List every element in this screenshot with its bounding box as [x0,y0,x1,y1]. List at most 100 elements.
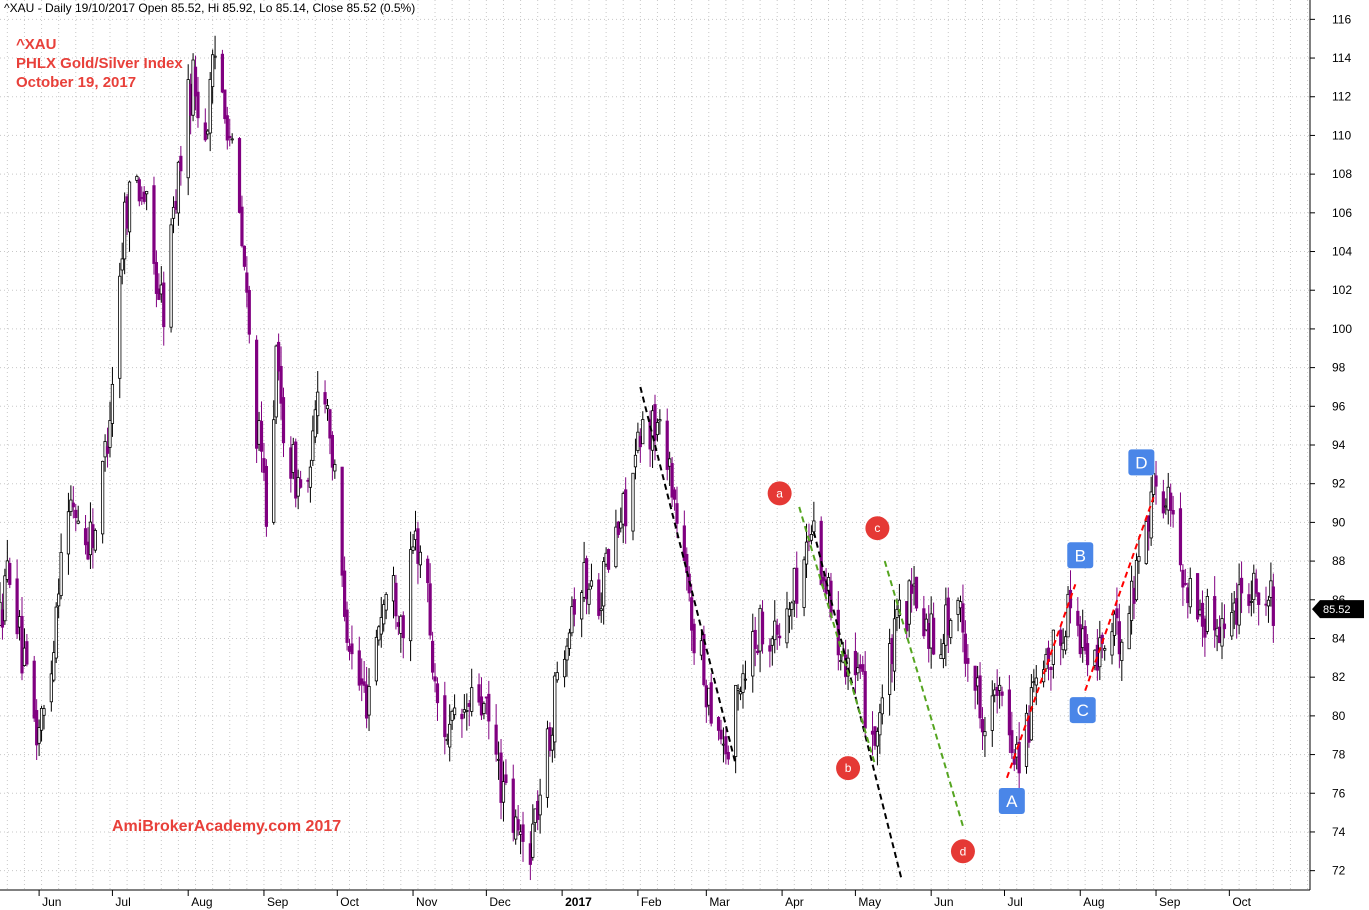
candle-body [572,599,576,615]
candle-body [1083,626,1087,651]
candle-body [616,521,620,535]
candle-body [411,546,415,551]
candle-body [54,606,58,659]
candle-body [1215,627,1219,637]
candle-body [1085,643,1090,666]
candle-body [120,258,124,271]
candle-body [1068,589,1073,609]
candle-body [399,615,403,634]
marker-C [1069,697,1096,724]
candle-body [1117,621,1121,655]
candle-body [330,434,334,468]
watermark: AmiBrokerAcademy.com 2017 [112,818,342,835]
candle-body [976,677,980,687]
candle-body [892,618,897,672]
candle-body [545,728,550,798]
candle-body [1112,613,1117,636]
candle-body [958,601,963,609]
candle-body [313,409,317,438]
candle-body [589,580,594,587]
candle-body [277,341,281,372]
candle-body [675,503,679,524]
marker-label: A [1006,792,1018,811]
candle-body [140,197,144,199]
y-tick-label: 80 [1332,709,1346,723]
candle-body [751,631,755,677]
candle-body [367,686,371,716]
candle-body [550,734,554,751]
candle-body [125,196,129,229]
marker-label: b [845,761,852,775]
candle-body [247,289,251,335]
candle-body [127,181,132,233]
candle-body [15,578,19,635]
candle-body [1166,486,1170,511]
candle-body [856,667,860,674]
candle-body [995,686,999,696]
candle-body [193,66,198,97]
y-tick-label: 94 [1332,438,1346,452]
x-tick-label: Jun [42,895,61,909]
candle-body [211,54,215,88]
marker-label: C [1077,701,1089,720]
candle-body [1129,580,1134,621]
marker-b [836,756,861,781]
x-tick-label: Jul [1007,895,1022,909]
candle-body [225,115,229,141]
candle-body [584,558,589,600]
x-tick-label: Apr [785,895,804,909]
candle-body [993,689,997,696]
candle-body [135,176,139,181]
time-axis: Jun Jul Aug Sep Oct Nov Dec 2017 Feb Mar Apr May Jun… [0,889,1310,909]
candle-body [1232,602,1236,612]
candle-body [633,454,638,468]
candle-body [602,561,606,607]
candle-body [521,824,525,842]
candle-body [516,819,520,831]
candle-body [391,575,396,602]
candle-body [213,55,217,58]
candle-body [890,637,894,665]
last-price-tag [1312,600,1364,619]
y-tick-label: 100 [1332,322,1352,336]
candle-body [460,713,464,720]
candle-body [71,502,75,508]
y-tick-label: 82 [1332,670,1346,684]
candle-body [262,458,266,473]
candle-body [206,130,210,135]
candle-body [946,597,950,636]
candle-body [597,579,601,616]
candle-body [49,673,53,703]
candle-body [565,645,569,661]
candle-body [103,441,107,458]
candle-body [878,712,882,736]
chart-index-name: PHLX Gold/Silver Index [16,55,183,72]
candle-body [624,489,628,527]
candle-body [257,420,261,445]
candle-body [1137,556,1141,562]
candle-body [357,650,361,686]
candle-body [963,633,967,664]
candle-body [1132,587,1136,604]
candle-body [384,593,388,611]
candle-body [809,534,814,541]
candle-body [501,781,506,803]
candle-body [345,609,349,643]
candle-body [941,643,945,659]
candle-body [641,419,645,445]
candle-body [1237,584,1241,626]
candle-body [1161,491,1165,514]
candle-body [42,708,46,716]
candle-body [511,778,515,833]
candle-body [699,640,704,656]
candle-body [658,419,662,422]
candle-body [208,78,212,134]
y-tick-label: 96 [1332,399,1346,413]
x-tick-label: Oct [1232,895,1251,909]
candle-body [570,606,574,634]
candle-body [1264,603,1268,606]
candle-body [467,703,471,707]
candle-body [932,617,936,655]
candle-body [922,608,926,637]
